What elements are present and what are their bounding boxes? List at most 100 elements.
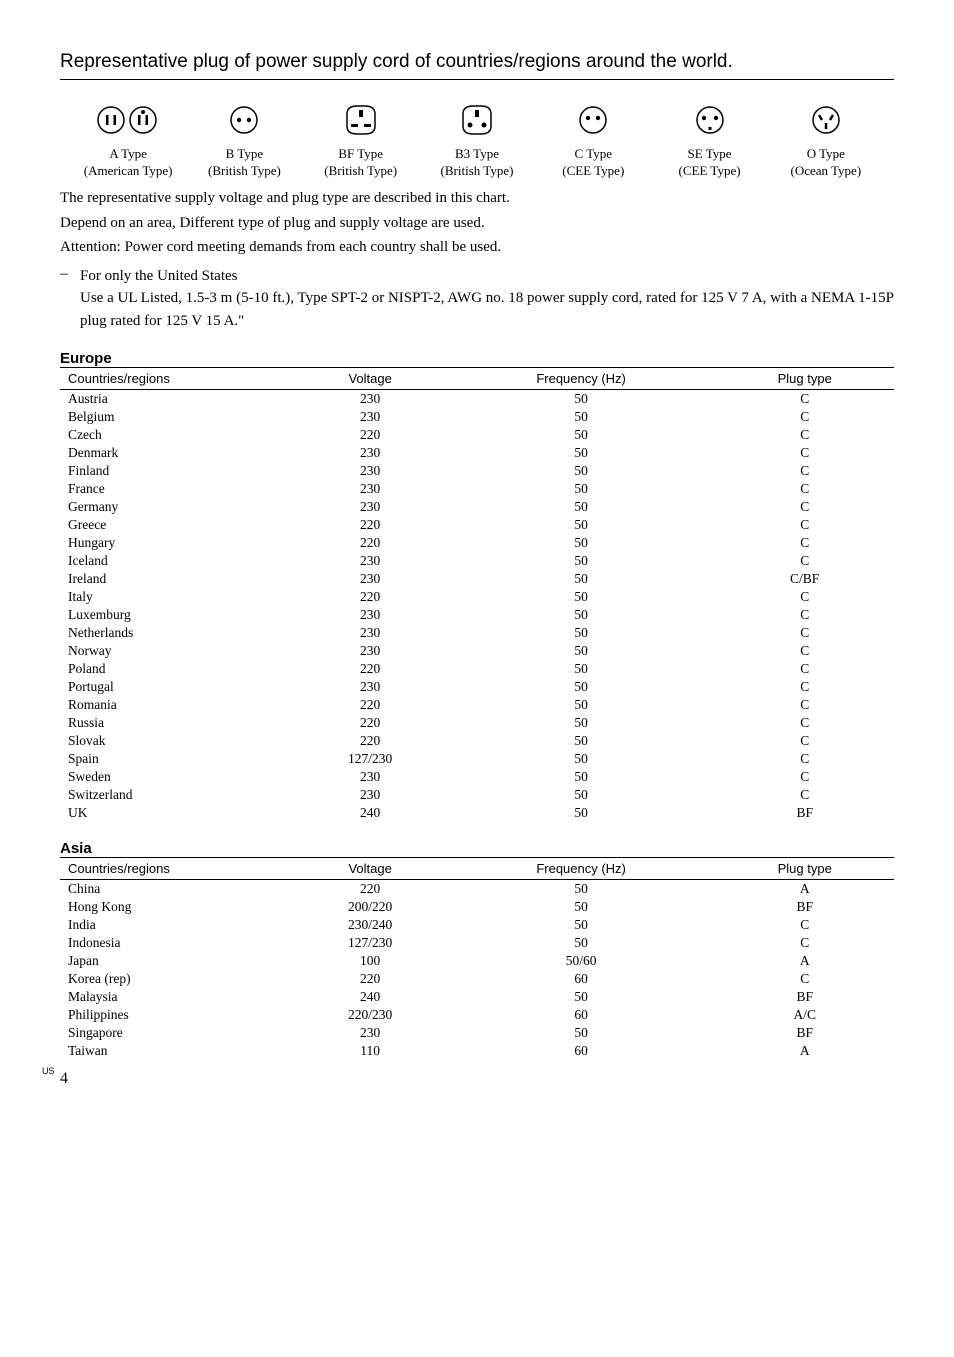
table-row: France23050C [60,480,894,498]
table-row: Poland22050C [60,660,894,678]
body-line: The representative supply voltage and pl… [60,187,894,210]
c-type-icon [535,100,651,140]
table-row: Norway23050C [60,642,894,660]
table-cell: 220 [294,696,447,714]
table-cell: C [715,624,894,642]
table-cell: 230 [294,768,447,786]
table-row: Hungary22050C [60,534,894,552]
table-cell: 60 [447,1006,716,1024]
table-cell: C [715,786,894,804]
table-cell: Korea (rep) [60,970,294,988]
table-row: Sweden23050C [60,768,894,786]
table-cell: Netherlands [60,624,294,642]
table-row: Netherlands23050C [60,624,894,642]
table-cell: BF [715,898,894,916]
table-cell: 230 [294,624,447,642]
table-header: Frequency (Hz) [447,368,716,390]
table-cell: 50 [447,696,716,714]
table-cell: 50 [447,498,716,516]
table-cell: C [715,696,894,714]
table-cell: 220 [294,534,447,552]
body-line: Attention: Power cord meeting demands fr… [60,236,894,259]
plug-label: SE Type(CEE Type) [651,146,767,180]
table-cell: BF [715,804,894,822]
table-cell: 50 [447,678,716,696]
table-cell: 230/240 [294,916,447,934]
table-cell: C [715,714,894,732]
table-row: Luxemburg23050C [60,606,894,624]
table-cell: 50 [447,934,716,952]
table-row: UK24050BF [60,804,894,822]
table-cell: 50 [447,624,716,642]
table-cell: 50 [447,732,716,750]
plug-type-row: A Type(American Type) B Type(British Typ… [60,100,894,180]
table-cell: 50 [447,426,716,444]
title-underline [60,79,894,80]
plug-item-a: A Type(American Type) [70,100,186,180]
se-type-icon [651,100,767,140]
table-cell: C [715,390,894,409]
table-cell: UK [60,804,294,822]
dash-item: – For only the United States Use a UL Li… [60,265,894,333]
table-row: Greece22050C [60,516,894,534]
table-cell: 230 [294,480,447,498]
table-cell: C [715,462,894,480]
table-cell: Belgium [60,408,294,426]
bf-type-icon [303,100,419,140]
table-cell: C [715,970,894,988]
table-row: India230/24050C [60,916,894,934]
table-cell: Portugal [60,678,294,696]
table-cell: 127/230 [294,750,447,768]
body-line: Depend on an area, Different type of plu… [60,212,894,235]
table-cell: 50 [447,552,716,570]
table-cell: 230 [294,498,447,516]
table-cell: Indonesia [60,934,294,952]
table-cell: Ireland [60,570,294,588]
table-cell: 220 [294,426,447,444]
table-cell: 50 [447,804,716,822]
table-row: Malaysia24050BF [60,988,894,1006]
table-cell: Romania [60,696,294,714]
dash-title: For only the United States [80,265,894,288]
page-number: 4 [60,1070,68,1087]
table-cell: Italy [60,588,294,606]
table-cell: A [715,952,894,970]
table-cell: C [715,408,894,426]
table-header: Plug type [715,368,894,390]
plug-item-o: O Type(Ocean Type) [768,100,884,180]
table-cell: C [715,750,894,768]
table-row: Singapore23050BF [60,1024,894,1042]
table-cell: Hungary [60,534,294,552]
table-cell: Taiwan [60,1042,294,1060]
table-row: Taiwan11060A [60,1042,894,1060]
table-cell: C [715,552,894,570]
table-cell: 50 [447,898,716,916]
table-row: Belgium23050C [60,408,894,426]
table-cell: Philippines [60,1006,294,1024]
table-row: Ireland23050C/BF [60,570,894,588]
table-cell: Germany [60,498,294,516]
table-cell: C [715,916,894,934]
table-row: Iceland23050C [60,552,894,570]
table-cell: 100 [294,952,447,970]
table-cell: 60 [447,970,716,988]
table-cell: Poland [60,660,294,678]
table-row: Finland23050C [60,462,894,480]
table-cell: C [715,498,894,516]
table-cell: 50 [447,534,716,552]
table-cell: Japan [60,952,294,970]
o-type-icon [768,100,884,140]
table-cell: France [60,480,294,498]
table-cell: C [715,444,894,462]
table-cell: Spain [60,750,294,768]
table-cell: Denmark [60,444,294,462]
table-row: Germany23050C [60,498,894,516]
table-cell: 50 [447,390,716,409]
table-cell: 230 [294,390,447,409]
table-cell: 50 [447,768,716,786]
plug-label: A Type(American Type) [70,146,186,180]
plug-item-bf: BF Type(British Type) [303,100,419,180]
table-row: Slovak22050C [60,732,894,750]
table-cell: A [715,1042,894,1060]
section-header-asia: Asia [60,840,894,857]
